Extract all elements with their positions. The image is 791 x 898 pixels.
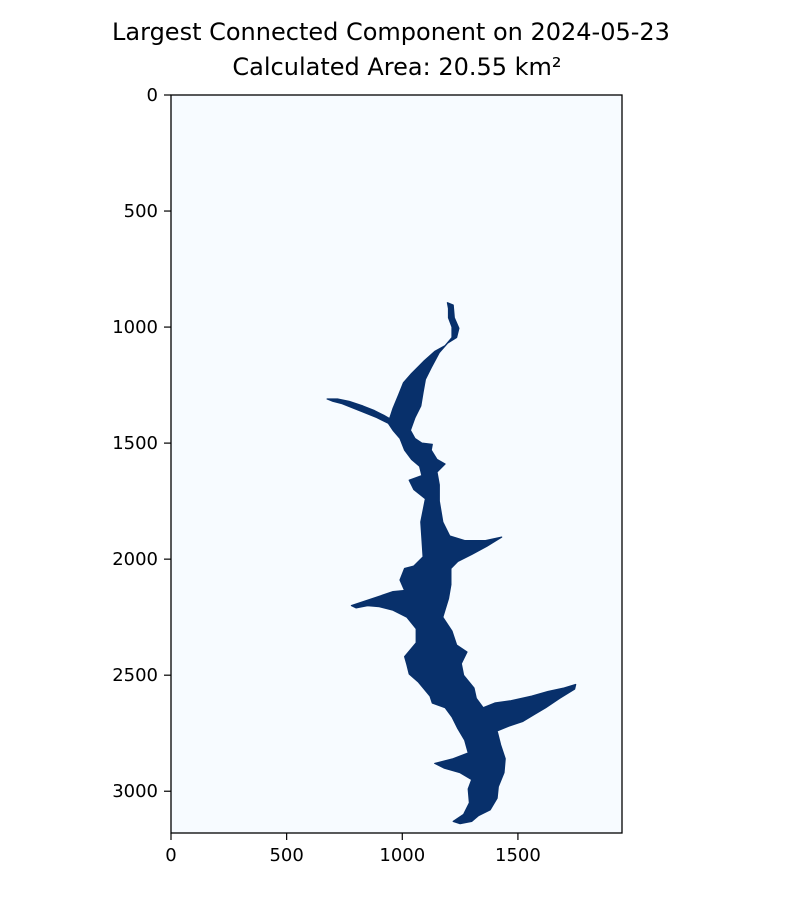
- y-tick-label-4: 2000: [112, 549, 158, 570]
- y-tick-label-6: 3000: [112, 781, 158, 802]
- y-tick-label-5: 2500: [112, 665, 158, 686]
- plot-background: [171, 95, 622, 833]
- connected-component-layer: [326, 302, 577, 825]
- x-tick-label-3: 1500: [495, 845, 541, 866]
- x-tick-label-0: 0: [165, 845, 176, 866]
- x-tick-label-1: 500: [269, 845, 303, 866]
- x-tick-label-2: 1000: [379, 845, 425, 866]
- y-tick-label-2: 1000: [112, 317, 158, 338]
- y-tick-label-1: 500: [124, 201, 158, 222]
- chart-subtitle: Calculated Area: 20.55 km²: [232, 53, 561, 81]
- chart-title: Largest Connected Component on 2024-05-2…: [112, 18, 670, 46]
- y-axis: 0 500 1000 1500 2000 2500 3000: [112, 85, 171, 802]
- y-tick-label-3: 1500: [112, 433, 158, 454]
- x-axis: 0 500 1000 1500: [165, 833, 541, 866]
- connected-component-region: [326, 302, 577, 825]
- plot-frame: [170, 94, 623, 834]
- y-tick-label-0: 0: [147, 85, 158, 106]
